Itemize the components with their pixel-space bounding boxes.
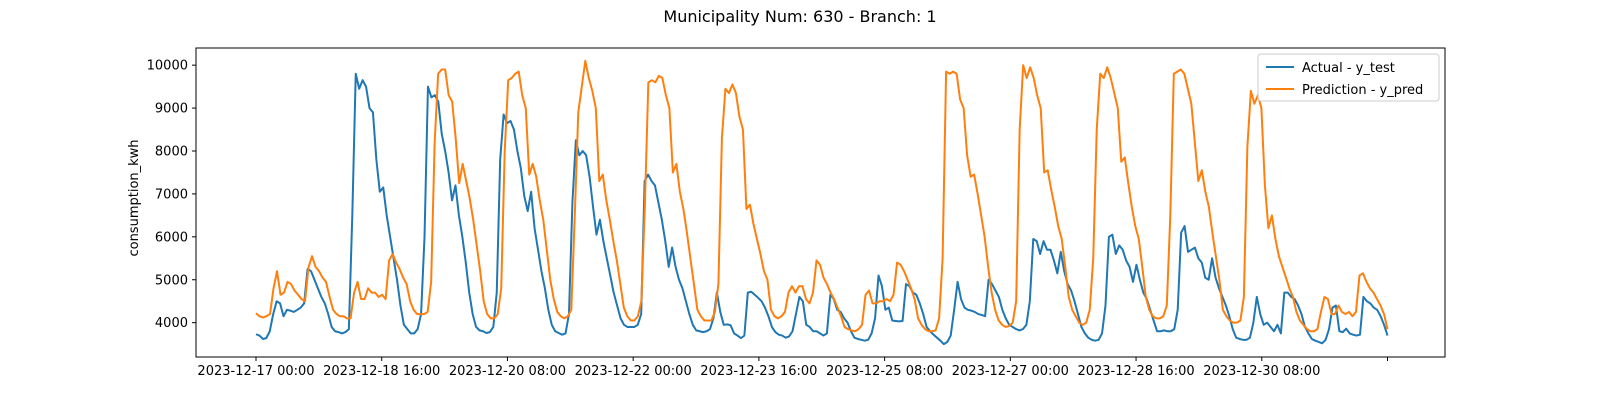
x-tick-label: 2023-12-28 16:00: [1077, 364, 1194, 379]
y-axis-label: consumption_kwh: [127, 139, 142, 256]
y-tick-label: 5000: [155, 273, 188, 288]
legend-box: [1257, 53, 1440, 102]
legend-label-actual: Actual - y_test: [1302, 61, 1395, 76]
legend-label-prediction: Prediction - y_pred: [1302, 83, 1423, 98]
x-tick-label: 2023-12-27 00:00: [952, 364, 1069, 379]
y-tick-label: 4000: [155, 316, 188, 331]
x-tick-label: 2023-12-18 16:00: [323, 364, 440, 379]
x-axis: 2023-12-17 00:00 2023-12-18 16:00 2023-12-…: [197, 357, 1388, 379]
x-tick-label: 2023-12-20 08:00: [449, 364, 566, 379]
series-line-prediction: [255, 59, 1389, 333]
chart-title: Municipality Num: 630 - Branch: 1: [663, 7, 936, 26]
y-tick-label: 9000: [155, 102, 188, 117]
x-tick-label: 2023-12-22 00:00: [575, 364, 692, 379]
plot-frame: [195, 47, 1446, 358]
y-tick-label: 10000: [147, 59, 188, 74]
x-tick-label: 2023-12-17 00:00: [197, 364, 314, 379]
y-axis: 4000 5000 6000 7000 8000 9000 10000: [147, 59, 196, 331]
plot-area: [255, 59, 1389, 346]
series-line-actual: [255, 72, 1389, 346]
y-tick-label: 6000: [155, 230, 188, 245]
legend: Actual - y_test Prediction - y_pred: [1257, 53, 1440, 102]
y-tick-label: 8000: [155, 145, 188, 160]
x-tick-label: 2023-12-23 16:00: [700, 364, 817, 379]
x-tick-label: 2023-12-25 08:00: [826, 364, 943, 379]
y-tick-label: 7000: [155, 187, 188, 202]
x-tick-label: 2023-12-30 08:00: [1203, 364, 1320, 379]
